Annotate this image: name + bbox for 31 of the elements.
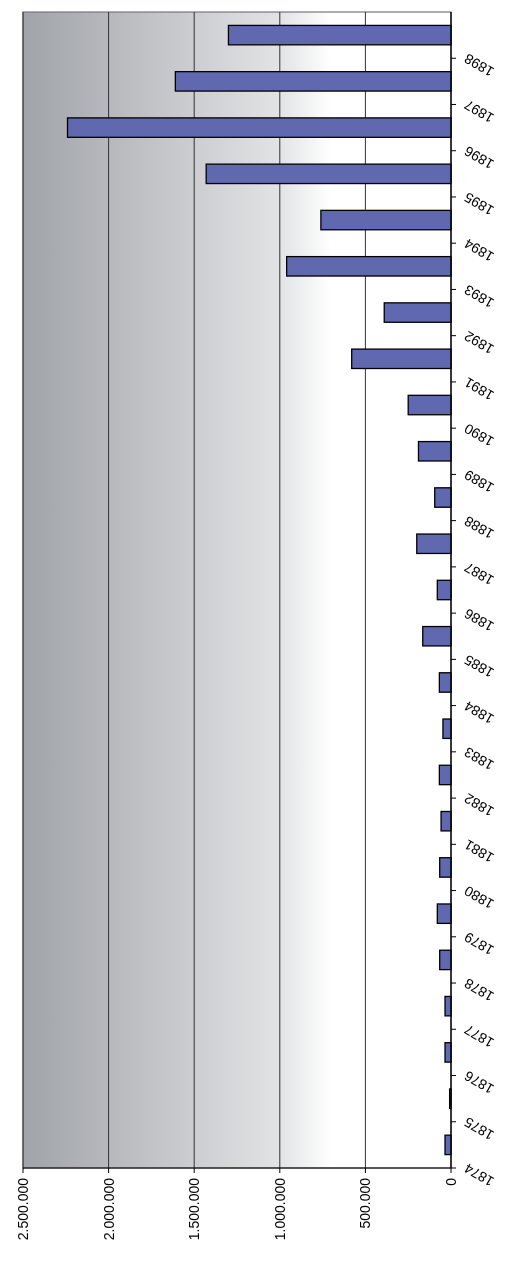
y-tick-label: 1887 [461, 559, 497, 589]
y-tick-label: 1894 [461, 235, 497, 265]
x-tick-label: 1.000.000 [271, 1177, 288, 1241]
x-tick-label: 0 [443, 1177, 459, 1186]
y-tick-label: 1895 [461, 189, 497, 219]
y-tick-label: 1884 [461, 697, 497, 728]
y-tick-label: 1879 [461, 928, 497, 959]
y-tick-label: 1878 [461, 975, 497, 1005]
y-tick-label: 1880 [461, 882, 497, 913]
y-tick-label: 1893 [461, 281, 497, 312]
x-tick-label: 2.000.000 [100, 1177, 117, 1241]
x-tick-label: 2.500.000 [15, 1177, 31, 1241]
y-tick-label: 1877 [461, 1021, 497, 1051]
y-tick-label: 1896 [461, 142, 497, 173]
x-tick-label: 1.500.000 [186, 1177, 203, 1241]
y-tick-label: 1897 [461, 96, 497, 127]
y-tick-label: 1886 [461, 605, 497, 635]
y-tick-label: 1882 [461, 790, 497, 820]
y-tick-label: 1891 [461, 374, 497, 404]
y-tick-label: 1898 [461, 50, 497, 80]
y-tick-label: 1875 [461, 1113, 497, 1144]
y-tick-label: 1888 [461, 512, 497, 543]
y-tick-label: 1889 [461, 466, 497, 497]
y-tick-label: 1890 [461, 420, 497, 450]
y-tick-label: 1892 [461, 327, 497, 358]
x-tick-label: 500.000 [357, 1177, 374, 1229]
y-tick-label: 1883 [461, 744, 497, 774]
y-tick-label: 1881 [461, 836, 497, 867]
y-tick-label: 1874 [461, 1160, 497, 1190]
y-tick-label: 1876 [461, 1067, 497, 1098]
y-tick-label: 1885 [461, 651, 497, 682]
